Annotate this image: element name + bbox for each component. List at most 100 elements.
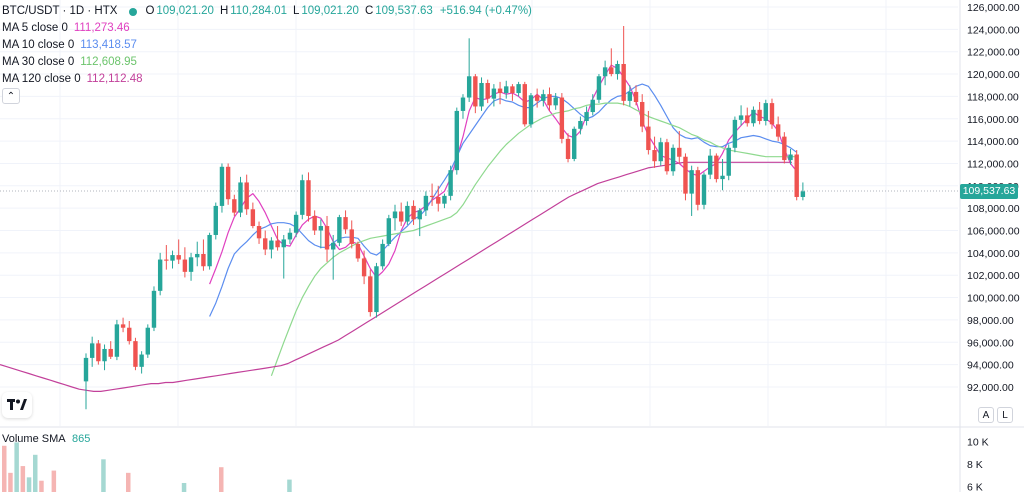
- candle: [504, 80, 509, 99]
- candle-body: [602, 67, 608, 77]
- candle-body: [720, 175, 725, 180]
- low-value: 109,021.20: [301, 5, 359, 17]
- candle-body: [411, 205, 416, 220]
- candle-body: [640, 101, 645, 127]
- candle: [355, 241, 361, 262]
- candle-body: [355, 243, 361, 259]
- candle: [133, 337, 138, 371]
- candle-body: [151, 290, 157, 328]
- candle: [157, 252, 163, 296]
- candle-body: [250, 209, 256, 227]
- candle: [627, 85, 633, 107]
- candle-body: [572, 128, 577, 159]
- candle: [664, 138, 670, 175]
- candle: [596, 74, 602, 104]
- price-axis-label: 122,000.00: [967, 47, 1020, 59]
- log-scale-button[interactable]: L: [997, 407, 1013, 423]
- candle-body: [596, 76, 602, 100]
- candle: [646, 110, 651, 155]
- candle: [670, 144, 676, 176]
- ma-line-ma10: [209, 83, 798, 317]
- candle: [726, 144, 731, 181]
- ohlc-row: BTC/USDT · 1D · HTX O 109,021.20 H 110,284…: [2, 3, 534, 20]
- candle-body: [300, 180, 305, 215]
- candle-body: [139, 354, 144, 367]
- auto-scale-button[interactable]: A: [978, 407, 994, 423]
- ma30-legend[interactable]: MA 30 close 0 112,608.95: [2, 54, 534, 71]
- candle: [170, 250, 175, 269]
- candle: [782, 132, 787, 164]
- candle: [312, 210, 317, 235]
- candle: [460, 94, 466, 119]
- volume-bar: [26, 477, 32, 492]
- candle: [306, 172, 311, 222]
- volume-legend[interactable]: Volume SMA 865: [2, 433, 90, 445]
- tradingview-logo-icon[interactable]: [2, 392, 32, 418]
- candle: [293, 211, 299, 238]
- candle-body: [788, 154, 793, 161]
- chevron-up-icon: ⌃: [6, 90, 16, 102]
- symbol-title[interactable]: BTC/USDT · 1D · HTX: [2, 5, 118, 17]
- candle-body: [392, 211, 398, 219]
- candle-body: [609, 67, 614, 75]
- candle: [590, 94, 595, 116]
- candle-body: [219, 166, 225, 206]
- candle: [219, 163, 225, 213]
- candle-body: [306, 180, 311, 216]
- candle-body: [448, 170, 453, 196]
- candle: [757, 101, 762, 125]
- candle-body: [436, 196, 441, 204]
- candle: [281, 234, 286, 279]
- candle-body: [343, 217, 348, 230]
- candle-body: [782, 136, 787, 161]
- candle: [244, 174, 249, 215]
- candle-body: [417, 210, 422, 220]
- candle: [466, 38, 472, 102]
- candle: [318, 219, 324, 249]
- candle-body: [707, 155, 713, 175]
- ma10-legend[interactable]: MA 10 close 0 113,418.57: [2, 37, 534, 54]
- candle: [534, 88, 540, 108]
- price-axis-label: 96,000.00: [967, 337, 1014, 349]
- price-axis-label: 126,000.00: [967, 2, 1020, 14]
- candle-body: [584, 112, 589, 121]
- candle: [640, 94, 645, 133]
- candle: [559, 93, 565, 144]
- candle-body: [664, 142, 670, 172]
- candle: [763, 99, 768, 126]
- candle: [701, 172, 707, 210]
- candle-body: [621, 63, 626, 101]
- candle-body: [491, 88, 497, 99]
- price-axis-label: 92,000.00: [967, 382, 1014, 394]
- candle: [769, 98, 775, 129]
- candle: [108, 341, 113, 360]
- candle-body: [745, 115, 750, 124]
- candle-body: [89, 343, 95, 358]
- collapse-legend-button[interactable]: ⌃: [2, 88, 20, 104]
- candle: [794, 150, 799, 201]
- candle-body: [238, 182, 243, 213]
- candle: [213, 202, 218, 240]
- candle-body: [800, 191, 806, 197]
- ma5-legend[interactable]: MA 5 close 0 111,273.46: [2, 20, 534, 37]
- candle-body: [701, 174, 707, 205]
- candle: [720, 158, 725, 191]
- candle-body: [473, 76, 478, 107]
- candle: [541, 89, 546, 107]
- price-axis[interactable]: 126,000.00 124,000.00 122,000.00 120,000.00…: [967, 2, 1020, 492]
- candle: [368, 269, 373, 317]
- candle-body: [201, 253, 206, 267]
- ma120-legend[interactable]: MA 120 close 0 112,112.48: [2, 71, 534, 88]
- candle-body: [331, 242, 336, 250]
- current-price-tag: 109,537.63: [960, 184, 1018, 199]
- candle: [164, 245, 169, 270]
- candle-body: [683, 156, 688, 194]
- candle: [232, 194, 237, 216]
- candle: [176, 239, 181, 265]
- candle: [584, 106, 589, 126]
- candle-body: [170, 255, 175, 261]
- price-axis-label: 98,000.00: [967, 315, 1014, 327]
- volume-bar: [126, 472, 131, 492]
- candle: [417, 208, 422, 237]
